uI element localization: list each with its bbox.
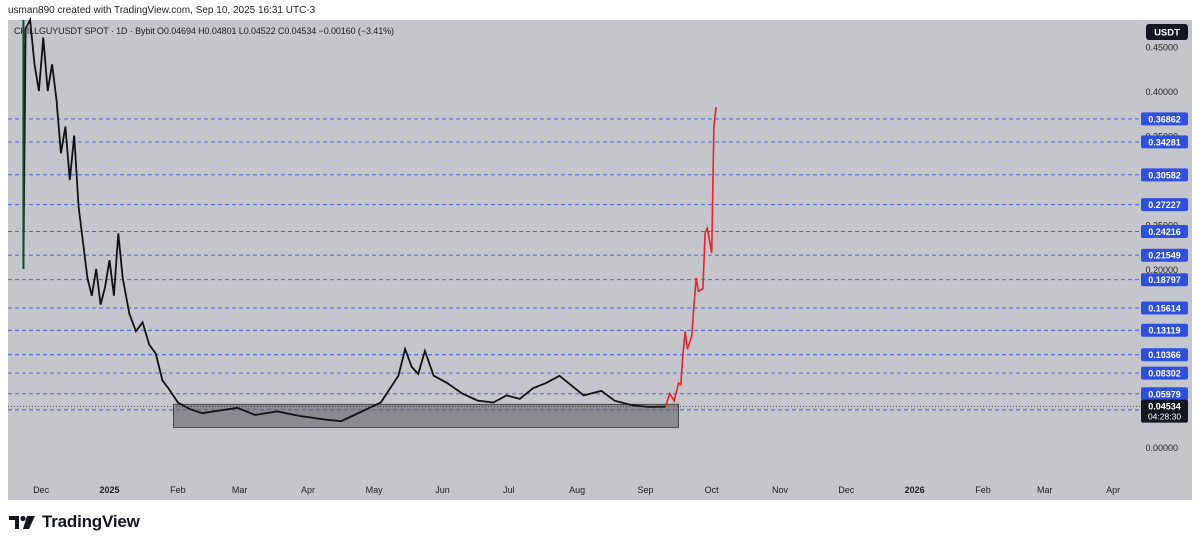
tradingview-logo[interactable]: TradingView — [8, 512, 140, 532]
level-badge[interactable] — [1141, 348, 1188, 362]
projection-line[interactable] — [664, 106, 717, 407]
current-price-badge[interactable] — [1141, 399, 1188, 423]
countdown-label: 04:28:30 — [1148, 412, 1181, 422]
level-badge[interactable] — [1141, 387, 1188, 401]
level-label: 0.10366 — [1148, 350, 1181, 360]
chart-credit: usman890 created with TradingView.com, S… — [8, 5, 316, 16]
level-label: 0.27227 — [1148, 200, 1181, 210]
x-tick-label: Sep — [637, 485, 653, 495]
level-badge[interactable] — [1141, 301, 1188, 315]
x-tick-label: Jul — [503, 485, 515, 495]
tradingview-wordmark: TradingView — [42, 512, 140, 531]
level-label: 0.34281 — [1148, 137, 1181, 147]
level-badge[interactable] — [1141, 273, 1188, 287]
tradingview-logo-icon — [9, 515, 35, 529]
price-line[interactable] — [22, 16, 666, 423]
x-tick-label: Apr — [1106, 485, 1120, 495]
level-badge[interactable] — [1141, 198, 1188, 212]
level-badge[interactable] — [1141, 323, 1188, 337]
x-tick-label: Feb — [170, 485, 186, 495]
x-tick-label: Jun — [435, 485, 450, 495]
y-tick-label: 0.45000 — [1145, 43, 1178, 53]
x-tick-label: Dec — [33, 485, 50, 495]
x-tick-label: Apr — [301, 485, 315, 495]
level-badge[interactable] — [1141, 112, 1188, 126]
y-tick-label: 0.40000 — [1145, 87, 1178, 97]
level-label: 0.05979 — [1148, 389, 1181, 399]
level-label: 0.13119 — [1148, 326, 1180, 336]
current-price-label: 0.04534 — [1148, 402, 1181, 412]
x-axis[interactable]: Dec 2025 Feb Mar Apr May Jun Jul Aug Sep Oct Nov Dec… — [33, 485, 1120, 495]
x-tick-label: Mar — [232, 485, 248, 495]
x-tick-label: Oct — [705, 485, 720, 495]
x-tick-label: 2025 — [99, 485, 119, 495]
y-tick-label: 0.20000 — [1145, 265, 1178, 275]
level-label: 0.15614 — [1148, 304, 1181, 314]
level-label: 0.21549 — [1148, 251, 1181, 261]
plot-area[interactable] — [8, 20, 1192, 500]
support-zone[interactable] — [173, 403, 679, 428]
price-series — [22, 16, 666, 423]
x-tick-label: Dec — [838, 485, 855, 495]
x-tick-label: Feb — [975, 485, 991, 495]
support-zone-group — [173, 403, 679, 428]
level-badge[interactable] — [1141, 224, 1188, 238]
x-tick-label: Nov — [772, 485, 789, 495]
level-label: 0.24216 — [1148, 227, 1181, 237]
level-label: 0.18797 — [1148, 275, 1181, 285]
x-tick-label: 2026 — [905, 485, 925, 495]
level-badge[interactable] — [1141, 168, 1188, 182]
level-badge[interactable] — [1141, 135, 1188, 149]
level-badge[interactable] — [1141, 366, 1188, 380]
x-tick-label: May — [366, 485, 384, 495]
level-label: 0.08302 — [1148, 369, 1181, 379]
level-label: 0.30582 — [1148, 170, 1181, 180]
horizontal-levels: 0.36862 0.34281 0.30582 0.27227 0.24216 0.215… — [8, 112, 1188, 417]
currency-badge[interactable]: USDT — [1146, 24, 1188, 40]
level-badge[interactable] — [1141, 248, 1188, 262]
y-tick-label: 0.00000 — [1145, 443, 1178, 453]
currency-badge-label: USDT — [1154, 28, 1180, 39]
symbol-ohlc-legend[interactable]: CHILLGUYUSDT SPOT · 1D · Bybit O0.04694 … — [14, 26, 394, 36]
x-tick-label: Mar — [1037, 485, 1053, 495]
x-tick-label: Aug — [569, 485, 585, 495]
projection-series — [664, 106, 717, 407]
level-label: 0.36862 — [1148, 114, 1181, 124]
